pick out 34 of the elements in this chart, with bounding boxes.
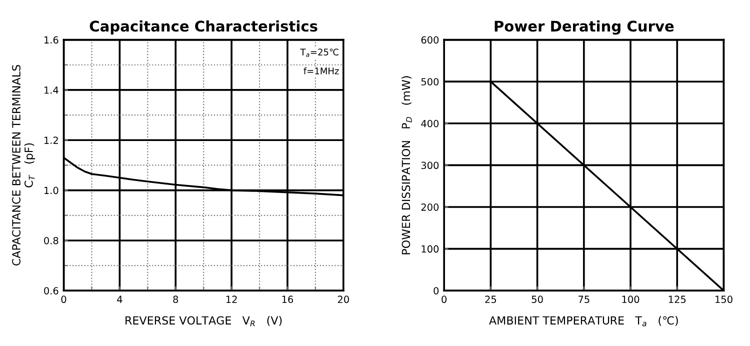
x-tick-label: 150 — [716, 296, 732, 304]
y-tick-label: 600 — [421, 36, 439, 44]
x-tick-label: 100 — [622, 296, 640, 304]
x-tick-label: 0 — [61, 296, 66, 304]
annotation: f=1MHz — [304, 67, 339, 74]
text: AMBIENT TEMPERATURE T$_{a}$ (℃) — [489, 316, 678, 326]
x-tick-label: 125 — [668, 296, 686, 304]
text: CAPACITANCE BETWEEN TERMINALS C$_{T}$ (pF) — [12, 64, 36, 266]
x-tick-label: 25 — [485, 296, 496, 304]
x-tick-label: 12 — [226, 296, 237, 303]
y-tick-label: 500 — [421, 78, 439, 86]
y-tick-label: 200 — [421, 204, 439, 211]
y-tick-label: 400 — [421, 120, 439, 128]
y-tick-label: 0.8 — [44, 236, 58, 244]
x-tick-label: 50 — [532, 296, 543, 304]
y-tick-label: 0.6 — [44, 287, 58, 294]
y-tick-label: 1.0 — [44, 186, 58, 194]
chart-title: Power Derating Curve — [494, 20, 674, 35]
y-tick-label: 0 — [434, 287, 439, 294]
x-tick-label: 4 — [117, 296, 122, 303]
x-tick-label: 8 — [173, 296, 178, 304]
annotation: T$_{a}$=25℃ — [300, 48, 338, 57]
y-tick-label: 1.6 — [44, 36, 58, 44]
chart-title: Capacitance Characteristics — [90, 20, 318, 34]
y-tick-label: 300 — [421, 162, 439, 170]
x-tick-label: 20 — [338, 296, 349, 304]
y-tick-label: 1.2 — [44, 136, 58, 144]
x-tick-label: 16 — [282, 296, 294, 304]
text: POWER DISSIPATION P$_{D}$ (mW) — [402, 76, 412, 254]
text: REVERSE VOLTAGE V$_{R}$ (V) — [126, 316, 282, 326]
y-tick-label: 1.4 — [44, 86, 58, 94]
x-tick-label: 75 — [578, 296, 590, 304]
y-tick-label: 100 — [422, 245, 439, 253]
x-tick-label: 0 — [442, 296, 447, 304]
